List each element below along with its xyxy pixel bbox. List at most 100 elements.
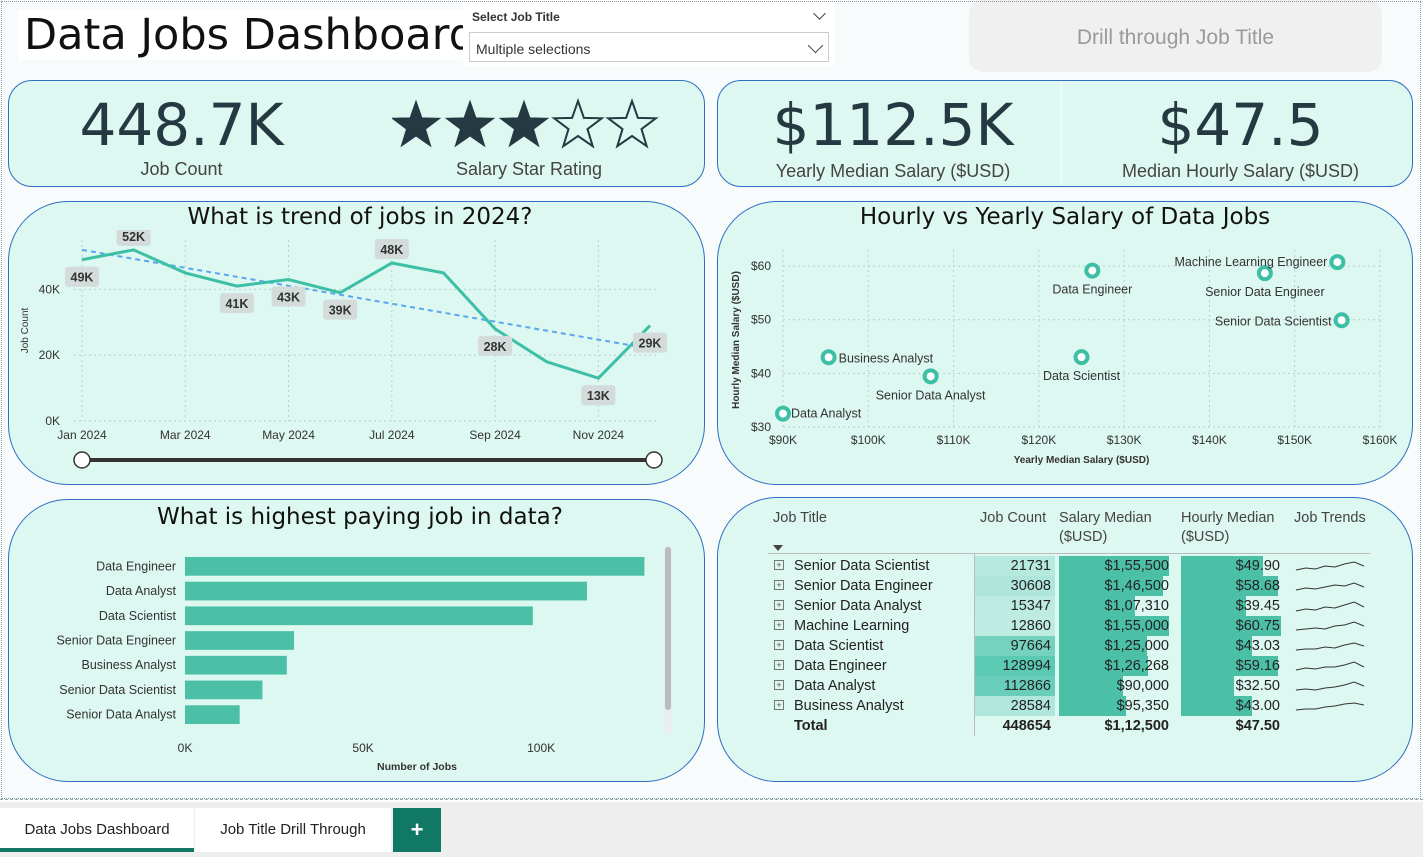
expand-icon[interactable]: + (774, 620, 784, 630)
x-tick-label: 0K (178, 741, 193, 755)
count-bg (975, 616, 1055, 636)
table-row[interactable]: + Data Scientist 97664 $1,25,000 $43.03 (768, 636, 1368, 656)
expand-icon[interactable]: + (774, 600, 784, 610)
row-job-title[interactable]: Senior Data Analyst (794, 598, 922, 614)
pay-bar-chart[interactable]: 0K 50K 100K Number of Jobs Data Engineer Data… (8, 540, 705, 780)
row-job-title[interactable]: Data Scientist (794, 638, 884, 654)
total-salary-median: $1,12,500 (1104, 718, 1169, 734)
scatter-point[interactable] (1073, 349, 1090, 366)
tab-job-title-drill-through[interactable]: Job Title Drill Through (195, 808, 391, 852)
data-label: 43K (277, 290, 300, 304)
expand-icon[interactable]: + (774, 680, 784, 690)
col-header-hourly-median[interactable]: Hourly Median ($USD) (1181, 510, 1275, 545)
table-row[interactable]: + Senior Data Analyst 15347 $1,07,310 $39.45 (768, 596, 1368, 616)
bar[interactable] (185, 606, 533, 626)
row-job-title[interactable]: Senior Data Engineer (794, 578, 933, 594)
row-hourly-median: $43.03 (1235, 638, 1280, 654)
y-tick-label: Data Engineer (96, 559, 176, 573)
slicer-label: Select Job Title (472, 10, 560, 24)
data-label-bg (219, 293, 254, 314)
scatter-point[interactable] (775, 405, 791, 422)
col-header-job-title[interactable]: Job Title (773, 510, 827, 526)
drill-through-button[interactable]: Drill through Job Title (969, 0, 1382, 72)
scatter-point[interactable] (820, 349, 837, 366)
y-tick-label: Business Analyst (82, 658, 177, 672)
chevron-down-icon[interactable] (813, 7, 826, 20)
x-tick-label: $160K (1363, 433, 1398, 447)
row-salary-median: $1,07,310 (1104, 598, 1169, 614)
page-title: Data Jobs Dashboard (18, 10, 482, 60)
bar[interactable] (185, 705, 240, 724)
point-label: Data Engineer (1052, 283, 1132, 297)
scatter-point[interactable] (922, 368, 939, 385)
scrollbar-thumb[interactable] (665, 547, 671, 710)
range-slider-start-handle[interactable] (73, 451, 91, 469)
row-job-title[interactable]: Data Engineer (794, 658, 887, 674)
col-header-job-trends[interactable]: Job Trends (1294, 510, 1366, 526)
count-bg (975, 636, 1055, 656)
y-tick-label: $50 (751, 313, 771, 327)
bar[interactable] (185, 680, 263, 700)
sparkline (1295, 702, 1365, 711)
data-label-bg (323, 299, 358, 320)
row-job-title[interactable]: Business Analyst (794, 698, 904, 714)
y-tick-label: Data Analyst (106, 584, 177, 598)
count-bg (975, 676, 1055, 696)
hourly-bar (1181, 676, 1234, 696)
series-line[interactable] (81, 248, 652, 380)
table-row[interactable]: + Senior Data Scientist 21731 $1,55,500 $49.… (768, 556, 1368, 576)
x-tick-label: $150K (1277, 433, 1312, 447)
expand-icon[interactable]: + (774, 660, 784, 670)
scatter-point[interactable] (1256, 265, 1273, 282)
table-row[interactable]: + Senior Data Engineer 30608 $1,46,500 $58.6… (768, 576, 1368, 596)
data-label: 29K (639, 337, 662, 351)
scatter-point[interactable] (1084, 262, 1101, 279)
expand-icon[interactable]: + (774, 560, 784, 570)
y-tick-label: $60 (751, 259, 771, 273)
x-tick-label: $120K (1022, 433, 1057, 447)
x-tick-label: Jul 2024 (369, 428, 415, 442)
report-canvas: Data Jobs Dashboard Select Job Title Mul… (0, 0, 1423, 800)
point-label: Machine Learning Engineer (1174, 255, 1327, 269)
col-header-job-count[interactable]: Job Count (980, 510, 1047, 526)
trend-line-chart[interactable]: Job Count 0K 20K 40K Jan 2024 Mar 2024 May 202… (8, 230, 705, 480)
star-filled-icon (444, 99, 496, 148)
yearly-salary-label: Yearly Median Salary ($USD) (775, 161, 1011, 181)
job-title-slicer[interactable]: Select Job Title Multiple selections (463, 0, 835, 66)
point-label: Data Analyst (791, 407, 862, 421)
salary-scatter-chart[interactable]: Hourly Median Salary ($USD) Yearly Median… (717, 230, 1413, 480)
salary-bar (1059, 676, 1123, 696)
y-tick-label: Senior Data Analyst (66, 708, 176, 722)
table-row[interactable]: + Data Analyst 112866 $90,000 $32.50 (768, 676, 1368, 696)
tab-data-jobs-dashboard[interactable]: Data Jobs Dashboard (0, 808, 194, 852)
bar[interactable] (185, 557, 645, 576)
row-job-title[interactable]: Data Analyst (794, 678, 876, 694)
bar[interactable] (185, 631, 295, 650)
sort-arrow-icon[interactable] (773, 545, 783, 551)
x-tick-label: 50K (352, 741, 373, 755)
expand-icon[interactable]: + (774, 580, 784, 590)
bar[interactable] (185, 655, 287, 675)
add-page-button[interactable]: + (393, 808, 441, 852)
expand-icon[interactable]: + (774, 640, 784, 650)
bar[interactable] (185, 581, 587, 601)
job-title-matrix[interactable]: Job Title Job Count Salary Median ($USD)… (768, 505, 1378, 745)
col-header-salary-median[interactable]: Salary Median ($USD) (1059, 510, 1152, 545)
x-tick-label: Nov 2024 (573, 428, 625, 442)
table-row[interactable]: + Data Engineer 128994 $1,26,268 $59.16 (768, 656, 1368, 676)
table-row[interactable]: + Machine Learning 12860 $1,55,000 $60.75 (768, 616, 1368, 636)
table-row[interactable]: + Business Analyst 28584 $95,350 $43.00 (768, 696, 1368, 716)
data-label-bg (581, 385, 616, 406)
hourly-bar (1181, 656, 1278, 676)
x-tick-label: Mar 2024 (160, 428, 211, 442)
expand-icon[interactable]: + (774, 700, 784, 710)
row-job-title[interactable]: Senior Data Scientist (794, 558, 930, 574)
range-slider-end-handle[interactable] (645, 451, 663, 469)
row-job-title[interactable]: Machine Learning (794, 618, 910, 634)
scatter-point[interactable] (1333, 312, 1350, 329)
slicer-dropdown[interactable]: Multiple selections (469, 32, 829, 62)
y-tick-label: Data Scientist (99, 609, 177, 623)
x-tick-label: $140K (1192, 433, 1227, 447)
scatter-point[interactable] (1329, 254, 1346, 271)
x-axis-label: Number of Jobs (377, 761, 457, 773)
